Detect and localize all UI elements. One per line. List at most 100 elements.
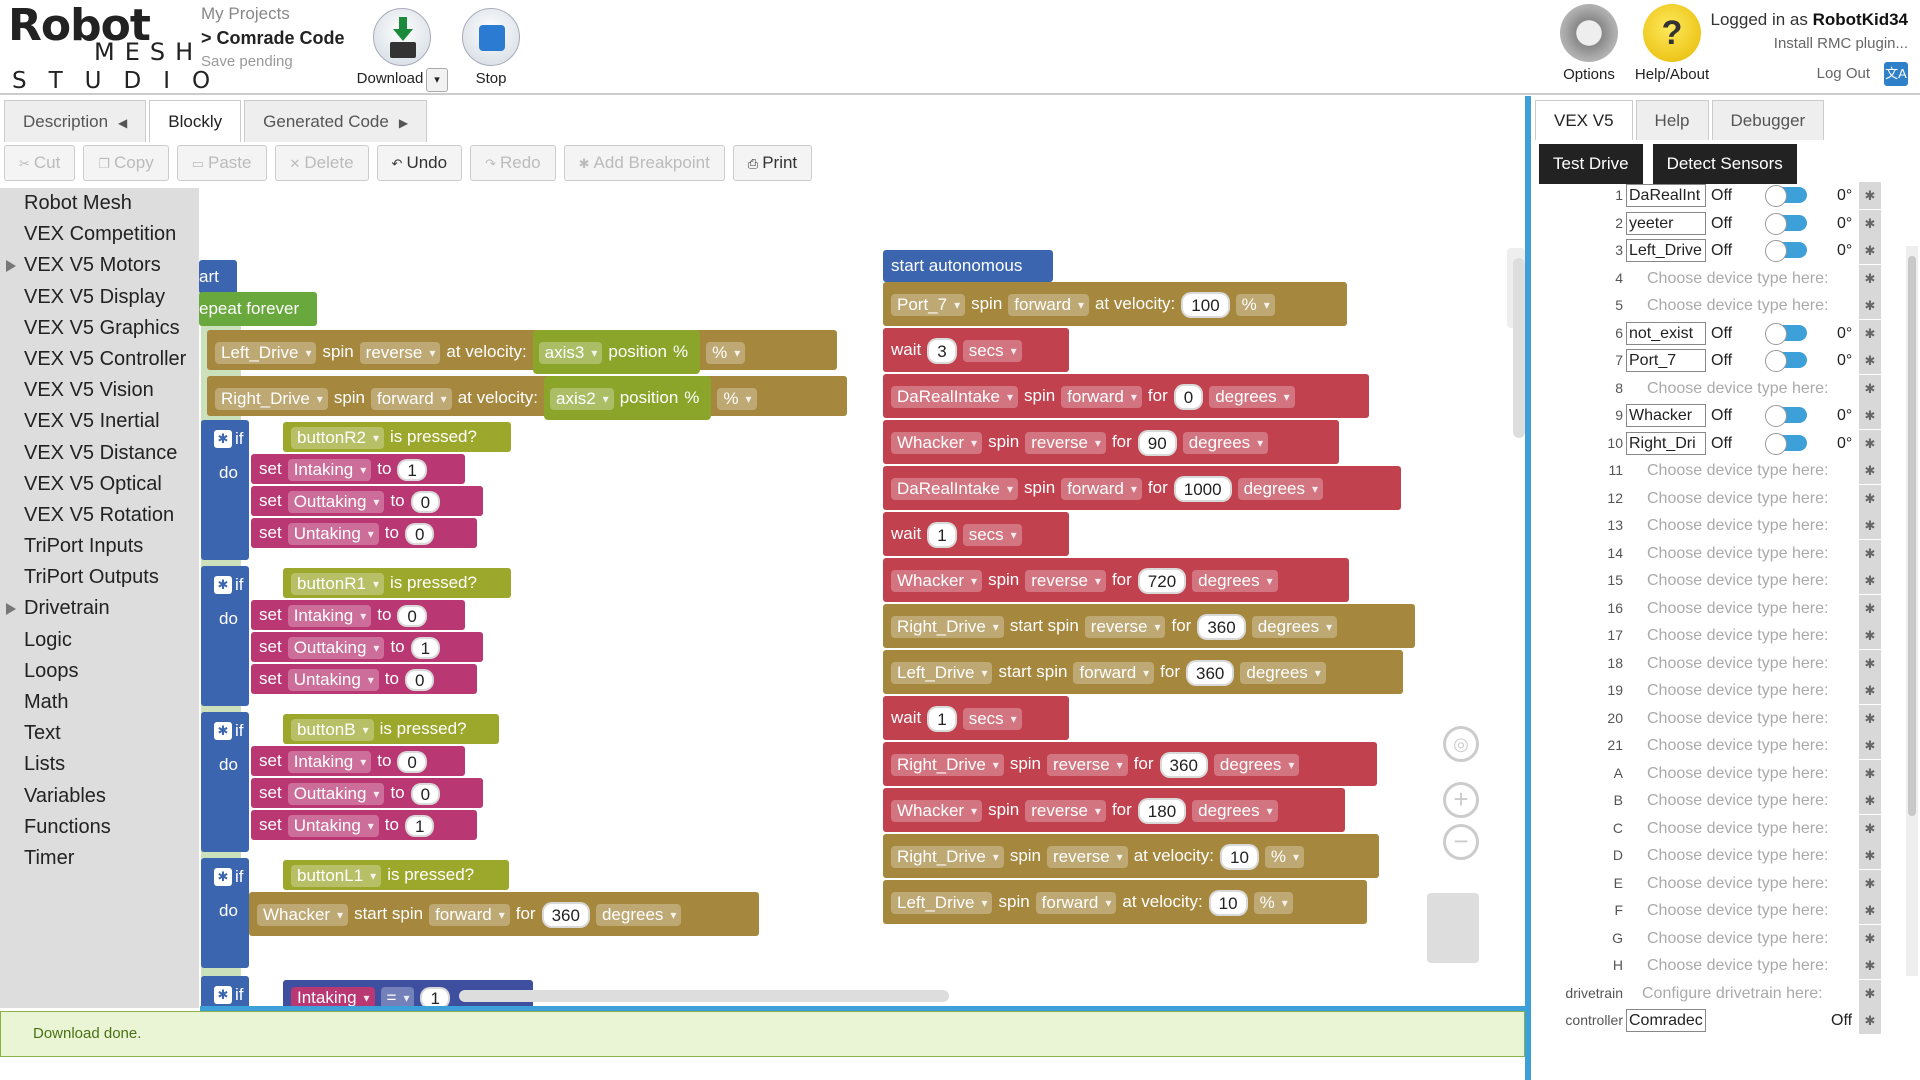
tab-debugger[interactable]: Debugger [1711,100,1825,140]
wait-block[interactable]: wait 1 secs [883,512,1069,556]
gear-icon[interactable]: ✱ [1859,1007,1881,1034]
trash-icon[interactable] [1427,893,1479,963]
device-type-selector[interactable]: Choose device type here: [1647,627,1829,644]
toolbox-category[interactable]: Lists [24,753,66,776]
undo-button[interactable]: ↶ Undo [376,145,463,181]
button-l1-pressed[interactable]: buttonL1is pressed? [283,860,509,890]
device-type-selector[interactable]: Choose device type here: [1647,269,1829,287]
gear-icon[interactable]: ✱ [1859,732,1881,759]
gear-icon[interactable]: ✱ [1859,457,1881,484]
pane-splitter[interactable] [1525,96,1531,1080]
toolbox-category[interactable]: Variables [24,784,106,807]
set-variable-block[interactable]: setUntakingto1 [251,810,477,840]
button-r1-pressed[interactable]: buttonR1is pressed? [283,568,511,598]
toolbox-category[interactable]: VEX V5 Motors [0,250,199,281]
drivetrain-config-selector[interactable]: Configure drivetrain here: [1642,984,1823,1002]
gear-icon[interactable]: ✱ [1859,649,1881,677]
gear-icon[interactable]: ✱ [1859,924,1881,952]
set-variable-block[interactable]: setIntakingto1 [251,454,465,484]
help-about-button[interactable]: ? Help/About [1630,4,1714,83]
toolbox-category[interactable]: VEX V5 Distance [24,441,178,464]
port7-spin-block[interactable]: Port_7spinforwardat velocity:100% [883,282,1347,326]
toolbox-category[interactable]: VEX V5 Controller [24,347,187,370]
toolbox-category[interactable]: VEX V5 Graphics [24,316,180,339]
download-button[interactable]: Download ▾ [352,8,452,92]
device-type-selector[interactable]: Choose device type here: [1647,654,1829,672]
toolbox-category[interactable]: Math [24,691,69,713]
gear-icon[interactable]: ✱ [1859,869,1881,897]
toolbox-category[interactable]: VEX V5 Display [24,285,166,308]
my-projects-link[interactable]: My Projects [201,4,290,23]
set-variable-block[interactable]: setOuttakingto0 [251,778,483,808]
device-type-selector[interactable]: Choose device type here: [1647,737,1829,754]
blockly-workspace[interactable]: art epeat forever Left_Drivespinreversea… [199,188,1525,1008]
toolbox-category[interactable]: Loops [24,659,79,682]
repeat-forever-block[interactable]: epeat forever [199,292,317,326]
device-type-selector[interactable]: Choose device type here: [1647,847,1829,864]
vertical-scrollbar[interactable] [1513,258,1525,438]
device-type-selector[interactable]: Choose device type here: [1647,599,1829,617]
zoom-in-icon[interactable]: + [1443,782,1479,818]
wait-block[interactable]: wait 3 secs [883,328,1069,372]
device-name-field[interactable]: Whacker [1626,404,1706,427]
robot-mesh-logo[interactable]: Robot MESH STUDIO [8,0,233,94]
toolbox-category[interactable]: Timer [24,846,75,869]
gear-icon[interactable]: ✱ [1859,759,1881,787]
workspace-divider[interactable] [200,1006,1525,1011]
device-type-selector[interactable]: Choose device type here: [1647,764,1829,782]
dareal-spin-block[interactable]: DaRealIntakespinforwardfor0degrees [883,374,1369,418]
start-autonomous-block[interactable]: start autonomous [883,250,1053,282]
gear-icon[interactable]: ✱ [1859,264,1881,292]
device-name-field[interactable]: DaRealInt [1626,184,1706,207]
device-type-selector[interactable]: Choose device type here: [1647,544,1829,562]
print-button[interactable]: ⎙ Print [732,145,813,181]
tab-generated-code[interactable]: Generated Code ▶ [244,100,428,142]
tab-blockly[interactable]: Blockly [149,100,242,142]
button-b-pressed[interactable]: buttonBis pressed? [283,714,499,744]
gear-icon[interactable]: ✱ [214,430,232,448]
install-plugin-link[interactable]: Install RMC plugin... [1773,35,1908,52]
gear-icon[interactable]: ✱ [1859,567,1881,594]
gear-icon[interactable]: ✱ [1859,512,1881,539]
gear-icon[interactable]: ✱ [1859,429,1881,457]
toolbox-category[interactable]: Drivetrain [0,593,199,624]
translate-icon[interactable]: 文A [1884,61,1908,86]
set-variable-block[interactable]: setUntakingto0 [251,664,477,694]
collapse-left-icon[interactable]: ◀ [118,116,128,130]
gear-icon[interactable]: ✱ [214,868,232,886]
toolbox-category[interactable]: Robot Mesh [24,192,132,214]
whacker-spin-block[interactable]: Whackerspinreversefor180degrees [883,788,1345,832]
gear-icon[interactable]: ✱ [1859,622,1881,649]
device-type-selector[interactable]: Choose device type here: [1647,682,1829,699]
tab-description[interactable]: Description ◀ [4,100,147,142]
gear-icon[interactable]: ✱ [1859,209,1881,237]
paste-button[interactable]: ▭ Paste [176,145,267,181]
gear-icon[interactable]: ✱ [1859,402,1881,429]
gear-icon[interactable]: ✱ [1859,952,1881,979]
button-r2-pressed[interactable]: buttonR2is pressed? [283,422,511,452]
whacker-spin-block[interactable]: Whackerspinreversefor720degrees [883,558,1349,602]
toolbox-category[interactable]: TriPort Outputs [24,566,159,589]
toolbox-category[interactable]: VEX V5 Vision [24,379,154,402]
dareal-spin-block[interactable]: DaRealIntakespinforwardfor1000degrees [883,466,1401,510]
horizontal-scrollbar[interactable] [459,990,949,1002]
right-drive-velocity-block[interactable]: Right_Drivespinreverseat velocity:10% [883,834,1379,878]
device-type-selector[interactable]: Choose device type here: [1647,297,1829,314]
expand-right-icon[interactable]: ▶ [398,116,409,130]
device-type-selector[interactable]: Choose device type here: [1647,709,1829,727]
device-type-selector[interactable]: Choose device type here: [1647,379,1829,397]
device-type-selector[interactable]: Choose device type here: [1647,874,1829,892]
controller-name-field[interactable]: Comradec [1626,1009,1706,1032]
motor-toggle[interactable] [1765,212,1807,235]
gear-icon[interactable]: ✱ [1859,842,1881,869]
set-variable-block[interactable]: setIntakingto0 [251,746,465,776]
toolbox-category[interactable]: VEX V5 Inertial [24,410,160,433]
toolbox-category[interactable]: VEX V5 Rotation [24,503,175,526]
redo-button[interactable]: ↷ Redo [470,145,556,181]
gear-icon[interactable]: ✱ [1859,539,1881,567]
left-drive-velocity-block[interactable]: Left_Drivespinforwardat velocity:10% [883,880,1367,924]
recenter-icon[interactable]: ◎ [1443,726,1479,762]
device-name-field[interactable]: Right_Dri [1626,431,1706,455]
gear-icon[interactable]: ✱ [1859,374,1881,402]
tab-vex-v5[interactable]: VEX V5 [1535,100,1633,140]
